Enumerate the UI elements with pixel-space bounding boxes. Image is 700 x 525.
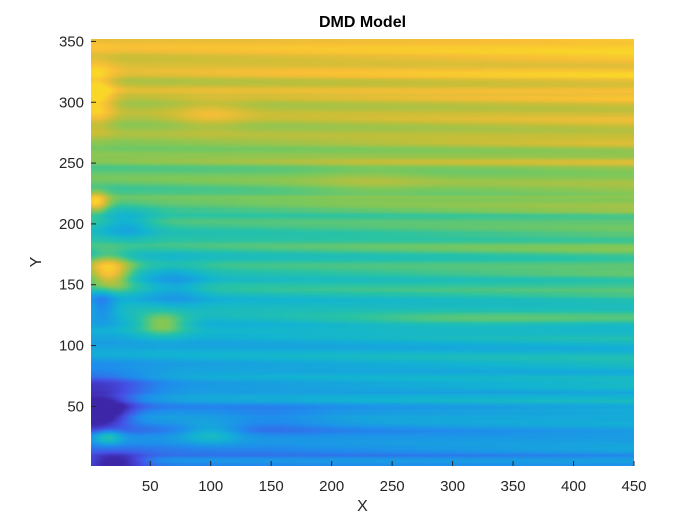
x-tick-label: 50 bbox=[142, 478, 159, 495]
heatmap-image bbox=[91, 39, 634, 466]
x-tick-label: 350 bbox=[501, 478, 526, 495]
x-tick-label: 300 bbox=[440, 478, 465, 495]
x-tick-label: 250 bbox=[380, 478, 405, 495]
chart-title: DMD Model bbox=[318, 14, 407, 31]
y-tick-label: 300 bbox=[59, 94, 84, 111]
y-tick-label: 200 bbox=[59, 216, 84, 233]
x-tick-label: 400 bbox=[561, 478, 586, 495]
y-tick-label: 100 bbox=[59, 338, 84, 355]
y-tick-label: 150 bbox=[59, 277, 84, 294]
x-tick-label: 450 bbox=[621, 478, 646, 495]
y-tick-label: 250 bbox=[59, 155, 84, 172]
x-axis-label: X bbox=[357, 498, 368, 515]
y-tick-label: 50 bbox=[67, 398, 84, 415]
x-tick-label: 200 bbox=[319, 478, 344, 495]
x-tick-label: 150 bbox=[259, 478, 284, 495]
x-tick-label: 100 bbox=[198, 478, 223, 495]
y-tick-label: 350 bbox=[59, 33, 84, 50]
